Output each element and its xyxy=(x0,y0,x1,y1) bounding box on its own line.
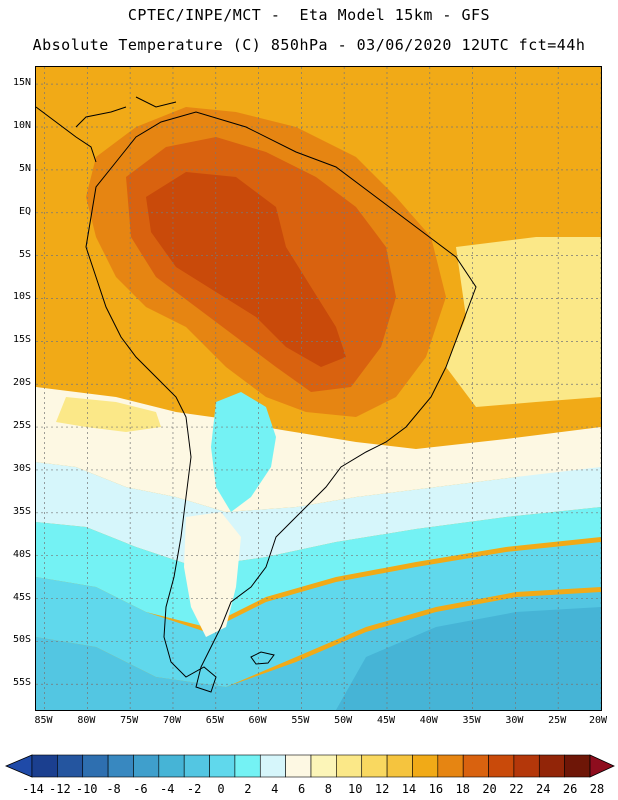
colorbar-box xyxy=(310,754,337,778)
lat-label: EQ xyxy=(18,205,31,217)
colorbar-box xyxy=(462,754,489,778)
lon-label: 25W xyxy=(548,715,567,726)
colorbar-low-arrow xyxy=(4,754,33,778)
colorbar-label: 0 xyxy=(217,782,225,796)
lat-label: 15S xyxy=(12,334,31,346)
colorbar-label: 24 xyxy=(536,782,551,796)
region-cold-belt xyxy=(36,542,601,687)
map-subtitle: Absolute Temperature (C) 850hPa - 03/06/… xyxy=(32,36,586,54)
colorbar-box xyxy=(107,754,134,778)
lat-label: 5S xyxy=(18,248,31,260)
lon-label: 35W xyxy=(462,715,481,726)
lon-label: 30W xyxy=(505,715,524,726)
lat-label: 55S xyxy=(12,677,31,689)
lon-label: 85W xyxy=(34,715,53,726)
colorbar-box xyxy=(361,754,388,778)
colorbar-label: -4 xyxy=(160,782,175,796)
colorbar-box xyxy=(234,754,261,778)
region-patagonia-mild xyxy=(184,512,241,637)
colorbar-label: 10 xyxy=(348,782,363,796)
colorbar-label: -6 xyxy=(133,782,148,796)
colorbar-label: 6 xyxy=(297,782,306,796)
colorbar-label: 20 xyxy=(482,782,497,796)
lat-label: 5N xyxy=(18,162,31,174)
colorbar-label: 28 xyxy=(589,782,605,796)
colorbar-box xyxy=(259,754,286,778)
colorbar-label: 26 xyxy=(562,782,578,796)
colorbar-label: -2 xyxy=(186,782,202,796)
colorbar-label: -14 xyxy=(22,782,44,796)
lat-label: 20S xyxy=(12,377,31,389)
colorbar-box xyxy=(82,754,109,778)
colorbar-box xyxy=(285,754,312,778)
central-america-coastline xyxy=(36,96,177,163)
colorbar-high-arrow xyxy=(589,754,615,778)
colorbar-box xyxy=(538,754,565,778)
lon-label: 40W xyxy=(419,715,438,726)
falkland-islands xyxy=(250,651,275,665)
colorbar-box xyxy=(336,754,363,778)
lon-label: 70W xyxy=(162,715,181,726)
colorbar-label: 4 xyxy=(271,782,279,796)
region-atlantic-yellow xyxy=(446,237,601,407)
colorbar-box xyxy=(386,754,413,778)
region-yellow-strip xyxy=(56,397,161,432)
lat-label: 10N xyxy=(12,120,31,131)
lon-label: 55W xyxy=(291,715,310,726)
colorbar-box xyxy=(488,754,515,778)
region-cool-belt xyxy=(36,507,601,627)
colorbar-label: -10 xyxy=(75,782,98,796)
lon-label: 45W xyxy=(376,715,396,726)
lat-label: 35S xyxy=(12,505,31,517)
colorbar-label: 18 xyxy=(455,782,470,796)
colorbar-label: -8 xyxy=(106,782,121,796)
map-gridlines xyxy=(36,67,601,710)
colorbar xyxy=(4,754,615,778)
region-hottest-core xyxy=(146,172,346,367)
colorbar-box xyxy=(31,754,58,778)
colorbar-label: 16 xyxy=(428,782,444,796)
colorbar-box xyxy=(57,754,84,778)
colorbar-label: 8 xyxy=(324,782,333,796)
colorbar-box xyxy=(412,754,439,778)
colorbar-label: 14 xyxy=(401,782,417,796)
region-mild-belt xyxy=(36,462,601,567)
region-pale-belt xyxy=(36,387,601,512)
map-title: CPTEC/INPE/MCT - Eta Model 15km - GFS xyxy=(127,6,491,24)
lon-label: 50W xyxy=(334,715,353,726)
lon-label: 80W xyxy=(77,715,96,726)
colorbar-box xyxy=(158,754,185,778)
colorbar-box xyxy=(133,754,160,778)
lon-label: 20W xyxy=(588,715,608,726)
colorbar-label: -12 xyxy=(49,782,71,796)
temperature-map xyxy=(35,66,602,711)
lon-label: 75W xyxy=(120,715,139,726)
lat-label: 40S xyxy=(12,548,31,560)
lat-label: 45S xyxy=(12,591,31,603)
lat-label: 30S xyxy=(12,462,31,474)
colorbar-label: 2 xyxy=(244,782,252,796)
lat-label: 25S xyxy=(12,420,31,432)
colorbar-box xyxy=(564,754,591,778)
south-america-coastline xyxy=(85,111,477,693)
colorbar-label: 12 xyxy=(374,782,390,796)
region-andes-cool-patch xyxy=(211,392,276,512)
lon-label: 60W xyxy=(248,715,267,726)
colorbar-box xyxy=(437,754,464,778)
colorbar-box xyxy=(513,754,540,778)
lat-label: 50S xyxy=(12,634,31,646)
colorbar-box xyxy=(209,754,236,778)
lat-label: 10S xyxy=(12,291,31,303)
lon-label: 65W xyxy=(205,715,224,726)
lat-label: 15N xyxy=(12,77,31,89)
colorbar-box xyxy=(183,754,210,778)
colorbar-label: 22 xyxy=(509,782,524,796)
